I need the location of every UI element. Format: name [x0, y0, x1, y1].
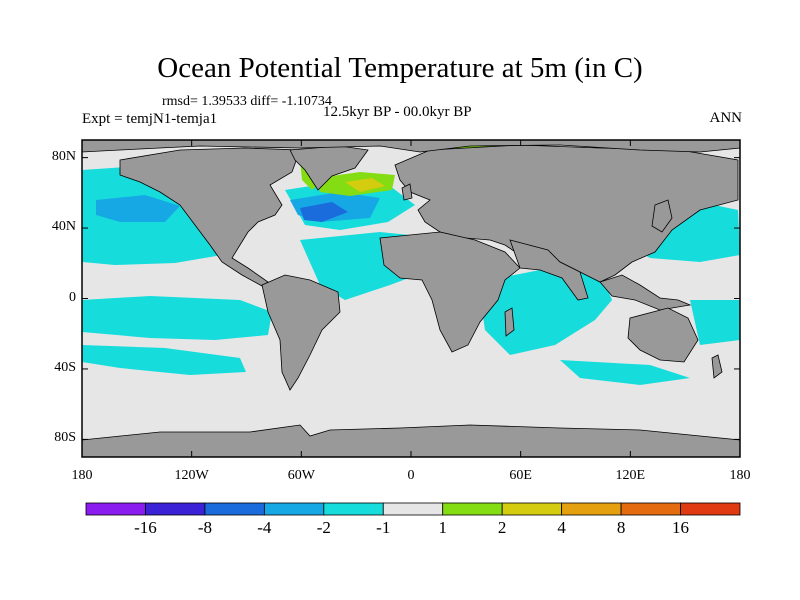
colorbar-swatch	[561, 502, 622, 516]
colorbar-swatch	[204, 502, 265, 516]
land-north-america	[119, 147, 301, 287]
x-tick-label: 180	[71, 468, 93, 483]
colorbar-swatch	[501, 502, 563, 516]
colorbar-label: 1	[438, 518, 447, 537]
colorbar-label: -8	[197, 518, 212, 537]
land-greenland	[289, 145, 369, 191]
colorbar-swatch	[85, 502, 146, 516]
experiment-label: Expt = temjN1-temja1	[82, 111, 218, 127]
land-japan	[651, 199, 673, 233]
south-pacific-cool-band-2	[82, 345, 246, 375]
colorbar-label: 8	[616, 518, 626, 537]
nordic-seas-warm-3	[345, 178, 385, 192]
map-title: Ocean Potential Temperature at 5m (in C)	[157, 52, 643, 84]
y-tick-label: 0	[69, 289, 76, 305]
colorbar-swatch	[442, 502, 503, 516]
season-label: ANN	[709, 110, 743, 126]
colorbar-label: -4	[257, 518, 272, 537]
colorbar-label: 16	[672, 518, 690, 537]
land-south-america	[261, 274, 341, 391]
x-tick-label: 0	[407, 468, 415, 483]
colorbar-label: -1	[376, 518, 391, 537]
colorbar	[85, 502, 741, 516]
stats-text: rmsd= 1.39533 diff= -1.10734	[162, 94, 332, 109]
land-uk	[401, 183, 413, 201]
y-tick-label: 80N	[51, 148, 76, 164]
colorbar-swatch	[145, 502, 206, 516]
land-southeast-asia	[599, 274, 692, 311]
north-pacific-moderate-cool	[96, 195, 180, 222]
land-new-zealand	[711, 354, 723, 379]
x-tick-label: 120E	[615, 468, 646, 483]
colorbar-swatch	[382, 502, 444, 516]
land-africa	[379, 231, 521, 353]
colorbar-label: -16	[134, 518, 157, 537]
x-tick-label: 60E	[509, 468, 532, 483]
colorbar-swatch	[323, 502, 384, 516]
x-tick-label: 180	[729, 468, 751, 483]
land-masses	[81, 139, 741, 458]
land-arabia-india	[509, 239, 589, 301]
colorbar-label: 2	[497, 518, 507, 537]
colorbar-label: 4	[557, 518, 566, 537]
colorbar-label: -2	[316, 518, 331, 537]
y-tick-label: 40S	[54, 359, 76, 375]
colorbar-swatch	[680, 502, 741, 516]
colorbar-swatch	[263, 502, 325, 516]
gulf-stream-strong-cool	[300, 202, 348, 222]
land-madagascar	[504, 307, 515, 337]
x-tick-label: 120W	[174, 468, 209, 483]
x-tick-label: 60W	[287, 468, 315, 483]
y-tick-label: 40N	[51, 219, 76, 235]
southern-indian-cool-band	[560, 360, 690, 385]
colorbar-swatch	[620, 502, 681, 516]
land-australia	[627, 307, 699, 363]
map-panel	[81, 139, 741, 458]
period-label: 12.5kyr BP - 00.0kyr BP	[323, 104, 472, 120]
axis-ticks	[81, 140, 741, 457]
south-pacific-cool-band	[82, 296, 272, 340]
south-west-pacific-cool-band	[690, 300, 740, 345]
y-tick-label: 80S	[54, 430, 76, 446]
